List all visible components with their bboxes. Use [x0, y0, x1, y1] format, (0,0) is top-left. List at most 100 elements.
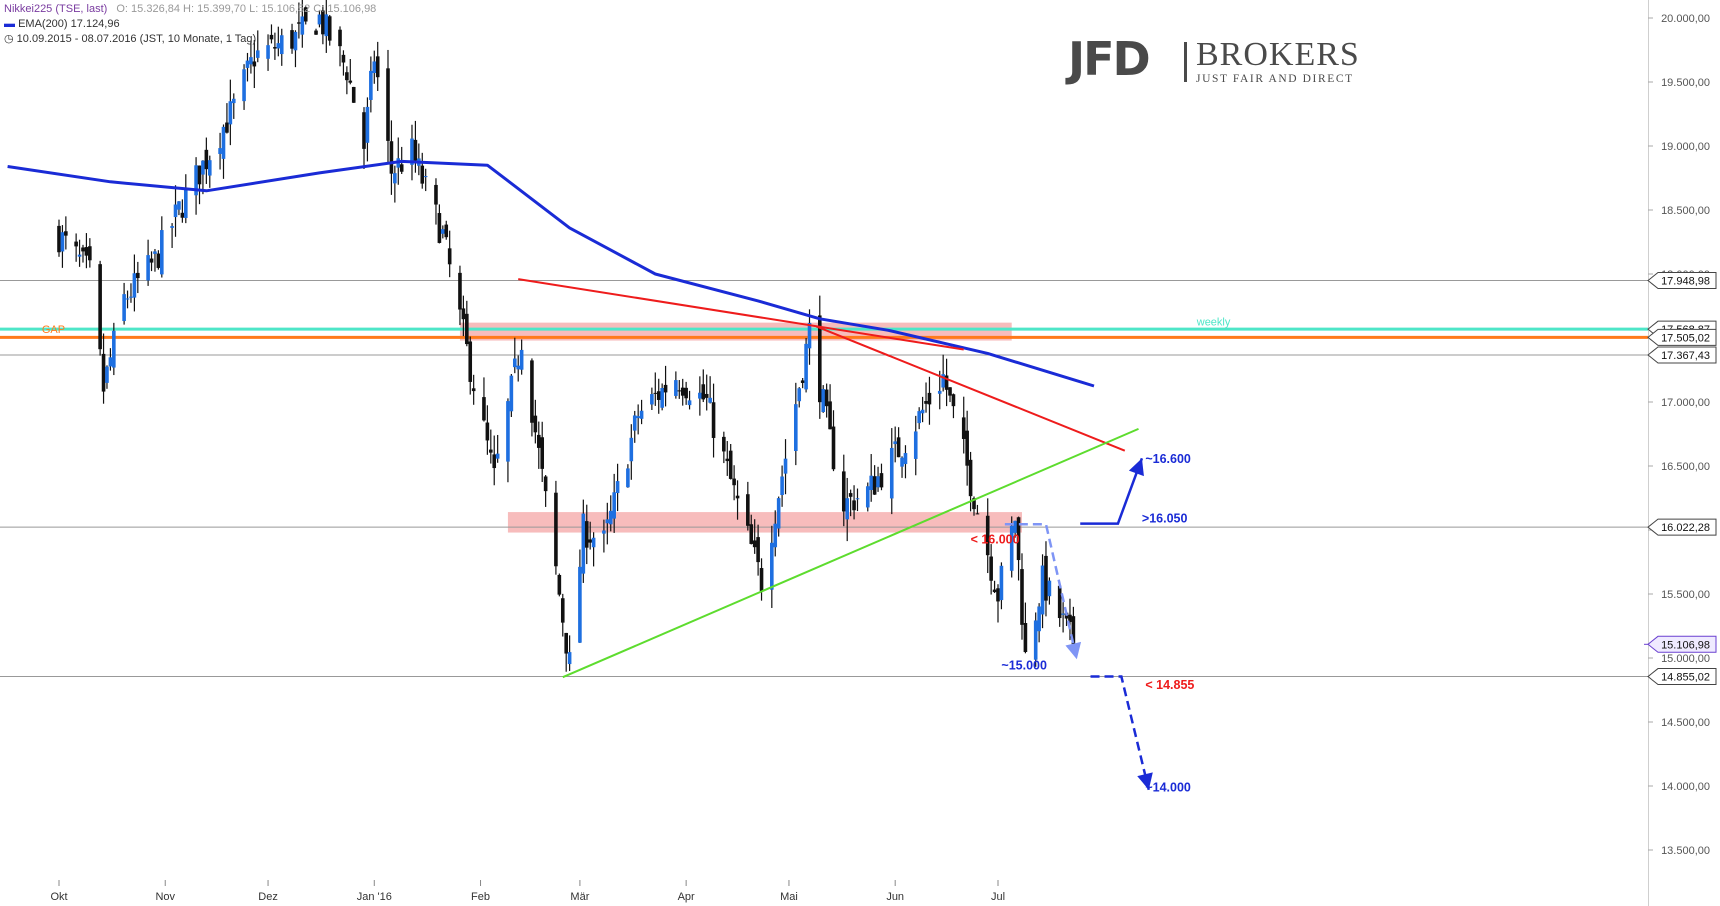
candle-body: [656, 391, 661, 400]
candle-body: [927, 392, 932, 405]
candle-body: [1033, 620, 1038, 660]
y-tick-label: 15.000,00: [1661, 653, 1710, 665]
y-tick-label: 13.500,00: [1661, 845, 1710, 857]
projection-path[interactable]: [1090, 675, 1151, 791]
candle-body: [972, 498, 976, 510]
candle-body: [653, 392, 658, 394]
candle-body: [543, 476, 548, 492]
candle-body: [228, 101, 233, 125]
candle-body: [492, 454, 497, 469]
candle-body: [865, 486, 870, 508]
legend-instrument-row: Nikkei225 (TSE, last) O: 15.326,84 H: 15…: [4, 2, 376, 17]
candle-body: [975, 513, 980, 515]
ema-label[interactable]: EMA(200): [18, 18, 68, 30]
candle-body: [221, 126, 226, 159]
candle-body: [297, 22, 301, 24]
candle-body: [482, 397, 486, 421]
candle-body: [101, 353, 106, 392]
candle-body: [1071, 616, 1076, 645]
candle-body: [876, 476, 880, 488]
x-tick-label: Dez: [258, 891, 278, 903]
candle-body: [1020, 569, 1024, 625]
resistance-trendline[interactable]: [518, 278, 964, 351]
candle-body: [660, 387, 664, 408]
candle-body: [345, 72, 349, 81]
ema-swatch: ▬: [4, 18, 15, 30]
candle-body: [578, 566, 582, 643]
candle-body: [711, 402, 716, 438]
candle-body: [173, 204, 178, 218]
logo-brokers: BROKERS: [1196, 36, 1360, 73]
candle-body: [985, 515, 990, 556]
candle-body: [146, 255, 150, 281]
candle-body: [77, 254, 82, 257]
candle-body: [639, 410, 644, 419]
ema200-line[interactable]: [7, 159, 1095, 388]
candle-body: [314, 30, 318, 35]
candle-body: [735, 495, 740, 499]
candle-body: [149, 258, 154, 263]
chart-annotation: weekly: [1196, 316, 1231, 328]
x-tick-label: Mai: [780, 891, 798, 903]
candle-body: [519, 349, 524, 370]
candle-body: [756, 537, 760, 563]
level-price-label: 17.505,02: [1661, 332, 1710, 344]
y-tick-label: 14.500,00: [1661, 717, 1710, 729]
instrument-name[interactable]: Nikkei225 (TSE, last): [4, 3, 108, 15]
x-tick-label: Jan '16: [357, 891, 392, 903]
candle-body: [495, 453, 500, 459]
candle-body: [1047, 580, 1052, 597]
candle-body: [941, 374, 945, 388]
candle-body: [88, 246, 92, 261]
projection-path[interactable]: [1004, 522, 1079, 660]
chart-annotation: >16.050: [1142, 511, 1188, 525]
candle-body: [108, 357, 113, 367]
candle-body: [560, 598, 565, 623]
candle-body: [845, 498, 850, 520]
candle-body: [183, 189, 188, 218]
candle-body: [636, 416, 640, 419]
y-tick-label: 16.500,00: [1661, 461, 1710, 473]
candle-body: [170, 226, 174, 228]
projection-arrowhead: [1128, 458, 1144, 477]
candle-body: [245, 60, 250, 68]
support-trendline[interactable]: [562, 427, 1139, 679]
level-price-tag: [1647, 346, 1717, 364]
candle-body: [564, 632, 568, 654]
candle-body: [1068, 614, 1072, 622]
candle-body: [458, 272, 462, 310]
candle-body: [684, 387, 688, 399]
candle-body: [303, 7, 308, 22]
candle-body: [732, 478, 736, 486]
candle-body: [132, 273, 137, 298]
candle-body: [218, 148, 222, 154]
chart-annotation: ~16.600: [1145, 452, 1191, 466]
candle-body: [156, 253, 161, 268]
candle-body: [746, 494, 750, 526]
candle-body: [794, 404, 798, 452]
projection-path[interactable]: [1080, 457, 1144, 525]
candle-body: [708, 397, 712, 403]
candle-body: [1057, 585, 1062, 619]
candle-body: [591, 537, 596, 548]
projection-arrowhead: [1137, 772, 1153, 790]
candle-body: [160, 230, 164, 275]
candle-body: [680, 387, 685, 396]
candle-body: [489, 449, 493, 453]
period-label: 10.09.2015 - 08.07.2016 (JST, 10 Monate,…: [16, 33, 257, 45]
y-tick-label: 20.000,00: [1661, 13, 1710, 25]
candle-body: [704, 393, 709, 398]
candle-body: [197, 165, 202, 185]
candle-body: [420, 165, 425, 184]
resistance-trendline[interactable]: [815, 325, 1126, 452]
candle-body: [804, 343, 808, 390]
candle-body: [1009, 525, 1014, 571]
candle-body: [461, 308, 466, 320]
candle-body: [797, 388, 802, 402]
candle-body: [471, 388, 476, 392]
level-price-label: 14.855,02: [1661, 672, 1710, 684]
candle-body: [852, 500, 856, 511]
legend-ema-row: ▬ EMA(200) 17.124,96: [4, 17, 376, 32]
candle-body: [824, 389, 829, 407]
